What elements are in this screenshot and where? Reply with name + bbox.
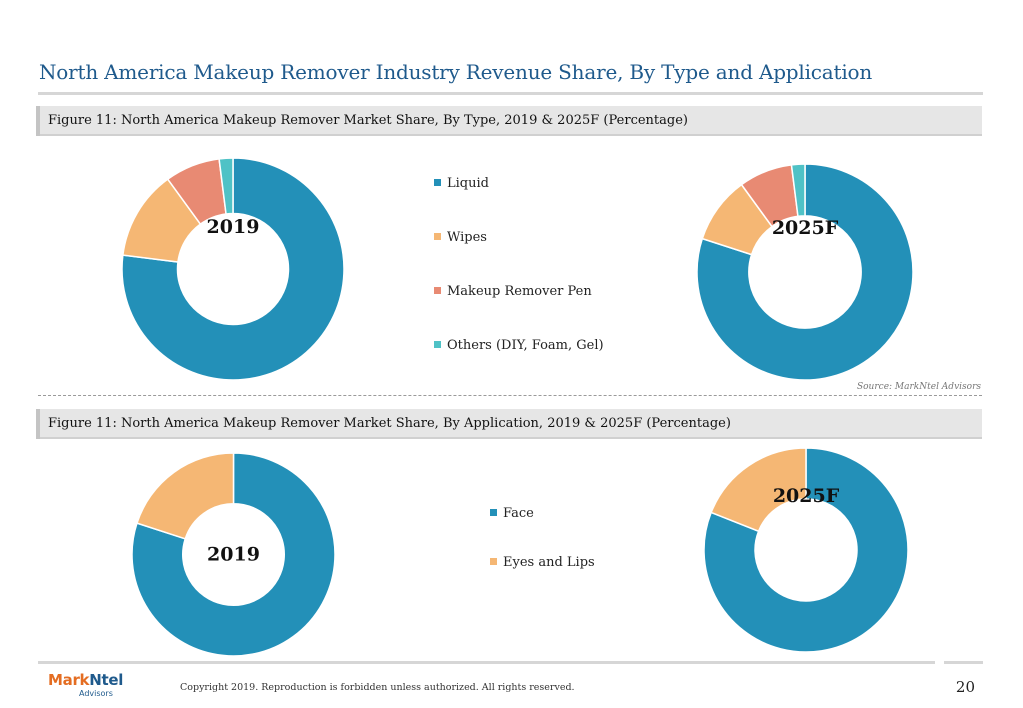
logo-ntel-text: Ntel [89,671,124,689]
donut-center-label-2025f: 2025F [773,485,840,507]
donut-slice-eyes-and-lips-2019 [136,452,235,540]
legend-item-wipes: Wipes [434,230,487,245]
donut-chart-type-2019: 2019 [121,157,345,381]
legend-swatch-eyes-and-lips [490,558,497,565]
legend-swatch-others [434,341,441,348]
copyright-notice: Copyright 2019. Reproduction is forbidde… [180,682,575,693]
legend-label-face: Face [503,506,534,521]
company-logo: MarkNtel Advisors [48,672,138,704]
donut-slice-face-2019 [131,452,336,657]
footer-divider [38,661,935,664]
legend-swatch-liquid [434,179,441,186]
donut-chart-application-2025f: 2025F [703,447,909,653]
legend-swatch-makeup-remover-pen [434,287,441,294]
legend-item-makeup-remover-pen: Makeup Remover Pen [434,284,592,299]
title-divider [38,92,983,95]
donut-slice-liquid-2019 [121,157,345,381]
donut-center-label-2019: 2019 [207,216,260,238]
legend-type: Liquid Wipes Makeup Remover Pen Others (… [434,176,634,361]
legend-label-liquid: Liquid [447,176,489,191]
figure-caption-type: Figure 11: North America Makeup Remover … [36,106,982,136]
legend-label-others: Others (DIY, Foam, Gel) [447,338,604,353]
donut-center-label-2025f: 2025F [772,217,839,239]
logo-wordmark: MarkNtel [48,672,138,688]
legend-item-others: Others (DIY, Foam, Gel) [434,338,604,353]
legend-swatch-wipes [434,233,441,240]
figure-caption-application: Figure 11: North America Makeup Remover … [36,409,982,439]
legend-item-eyes-and-lips: Eyes and Lips [490,555,595,570]
donut-slice-face-2025f [703,447,909,653]
donut-center-label-2019: 2019 [207,544,260,566]
legend-swatch-face [490,509,497,516]
legend-label-eyes-and-lips: Eyes and Lips [503,555,595,570]
logo-mark-text: Mark [48,671,90,689]
donut-slice-others-diy-foam-gel-2025f [790,163,806,218]
section-divider [38,395,982,396]
footer-divider-short [944,661,983,664]
legend-item-liquid: Liquid [434,176,489,191]
donut-slice-others-diy-foam-gel-2019 [218,157,234,215]
logo-subtitle: Advisors [79,689,113,698]
donut-slice-liquid-2025f [696,163,914,381]
donut-chart-type-2025f: 2025F [696,163,914,381]
legend-application: Face Eyes and Lips [490,506,690,576]
legend-label-makeup-remover-pen: Makeup Remover Pen [447,284,592,299]
donut-chart-application-2019: 2019 [131,452,336,657]
page-title: North America Makeup Remover Industry Re… [39,60,873,84]
source-note: Source: MarkNtel Advisors [856,382,981,392]
legend-item-face: Face [490,506,534,521]
legend-label-wipes: Wipes [447,230,487,245]
page-number: 20 [955,678,975,696]
donut-slice-eyes-and-lips-2025f [710,447,807,533]
